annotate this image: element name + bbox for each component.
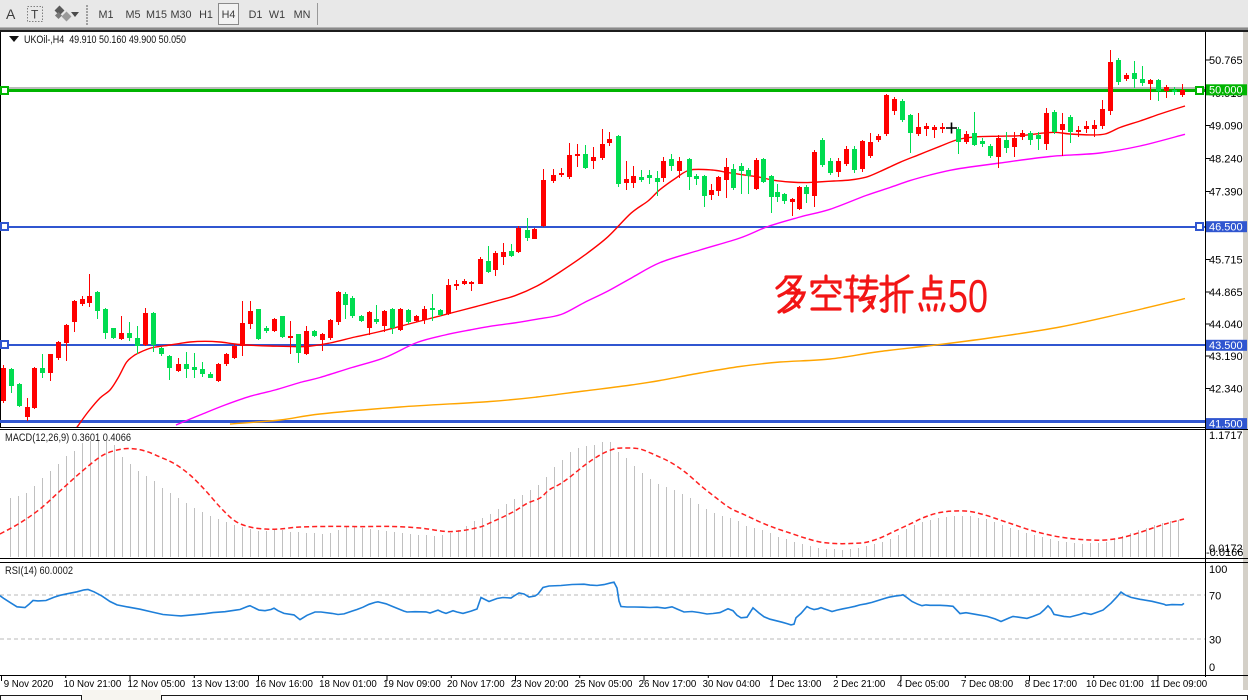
svg-text:19 Nov 09:00: 19 Nov 09:00 (383, 679, 441, 690)
svg-text:42.340: 42.340 (1209, 384, 1243, 396)
svg-text:44.865: 44.865 (1209, 287, 1243, 299)
svg-text:M30: M30 (170, 9, 191, 21)
svg-text:RSI(14) 60.0002: RSI(14) 60.0002 (5, 565, 73, 577)
svg-text:UKOil-,H4 49.910 50.160 49.90: UKOil-,H4 49.910 50.160 49.900 50.050 (24, 34, 186, 46)
svg-text:100: 100 (1209, 564, 1227, 576)
svg-text:48.240: 48.240 (1209, 154, 1243, 166)
svg-text:MN: MN (294, 9, 311, 21)
svg-text:1.1717: 1.1717 (1209, 430, 1243, 442)
svg-text:50: 50 (948, 270, 988, 322)
svg-text:M1: M1 (99, 9, 114, 21)
svg-text:43.190: 43.190 (1209, 351, 1243, 363)
svg-text:T: T (31, 8, 39, 22)
svg-text:23 Nov 20:00: 23 Nov 20:00 (511, 679, 569, 690)
svg-text:A: A (6, 6, 16, 22)
svg-text:12 Nov 05:00: 12 Nov 05:00 (127, 679, 185, 690)
svg-text:18 Nov 01:00: 18 Nov 01:00 (319, 679, 377, 690)
svg-text:13 Nov 13:00: 13 Nov 13:00 (191, 679, 249, 690)
svg-text:D1: D1 (249, 9, 263, 21)
svg-text:46.500: 46.500 (1209, 221, 1243, 233)
svg-text:H1: H1 (199, 9, 213, 21)
svg-text:7 Dec 08:00: 7 Dec 08:00 (961, 679, 1014, 690)
svg-text:43.500: 43.500 (1209, 340, 1243, 352)
svg-text:41.500: 41.500 (1209, 418, 1243, 430)
svg-text:2 Dec 21:00: 2 Dec 21:00 (833, 679, 886, 690)
svg-text:25 Nov 05:00: 25 Nov 05:00 (575, 679, 633, 690)
svg-text:47.390: 47.390 (1209, 187, 1243, 199)
svg-text:M15: M15 (146, 9, 167, 21)
svg-text:4 Dec 05:00: 4 Dec 05:00 (897, 679, 950, 690)
svg-text:10 Dec 01:00: 10 Dec 01:00 (1086, 679, 1144, 690)
svg-text:45.715: 45.715 (1209, 255, 1243, 267)
svg-text:H4: H4 (222, 9, 236, 21)
svg-text:30 Nov 04:00: 30 Nov 04:00 (703, 679, 761, 690)
svg-text:16 Nov 16:00: 16 Nov 16:00 (255, 679, 313, 690)
svg-text:MACD(12,26,9) 0.3601 0.4066: MACD(12,26,9) 0.3601 0.4066 (5, 432, 131, 444)
svg-text:M5: M5 (126, 9, 141, 21)
svg-text:70: 70 (1209, 591, 1221, 603)
svg-text:30: 30 (1209, 635, 1221, 647)
svg-text:50.765: 50.765 (1209, 55, 1243, 67)
svg-text:26 Nov 17:00: 26 Nov 17:00 (639, 679, 697, 690)
svg-text:20 Nov 17:00: 20 Nov 17:00 (447, 679, 505, 690)
svg-text:1 Dec 13:00: 1 Dec 13:00 (769, 679, 822, 690)
svg-text:9 Nov 2020: 9 Nov 2020 (4, 679, 54, 690)
svg-text:44.040: 44.040 (1209, 319, 1243, 331)
svg-text:-0.0166: -0.0166 (1206, 547, 1243, 559)
svg-text:49.090: 49.090 (1209, 121, 1243, 133)
svg-text:50.000: 50.000 (1209, 85, 1243, 97)
svg-text:11 Dec 09:00: 11 Dec 09:00 (1150, 679, 1208, 690)
svg-text:8 Dec 17:00: 8 Dec 17:00 (1025, 679, 1078, 690)
svg-text:0.0172: 0.0172 (1209, 543, 1243, 555)
svg-text:0: 0 (1209, 662, 1215, 674)
svg-text:10 Nov 21:00: 10 Nov 21:00 (64, 679, 122, 690)
svg-text:W1: W1 (269, 9, 285, 21)
